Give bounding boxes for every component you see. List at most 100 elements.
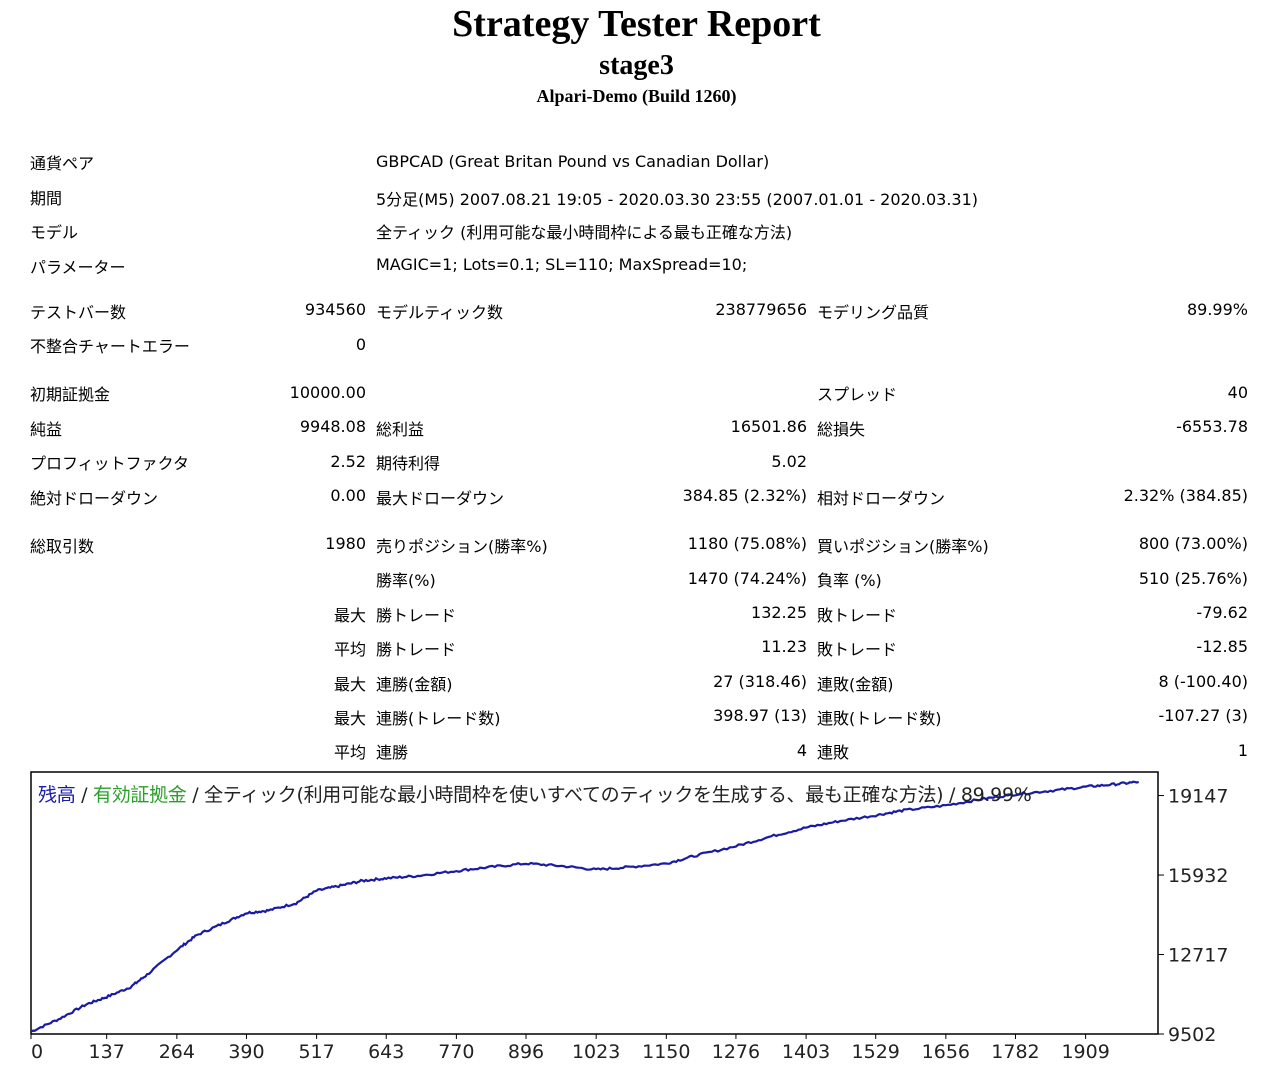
x-tick-label: 1023	[572, 1041, 620, 1063]
stat-value-loss-rate: 510 (25.76%)	[1138, 569, 1248, 588]
stat-value-bars: 934560	[304, 300, 366, 319]
stat-label-max-drawdown: 最大ドローダウン	[376, 489, 505, 508]
stat-value-net-profit: 9948.08	[299, 417, 366, 436]
chart-plot-area	[30, 771, 1159, 1035]
stat-value-average-consecutive-wins: 4	[796, 741, 807, 760]
stat-value-quality: 89.99%	[1186, 300, 1248, 319]
stat-prefix-average: 平均	[333, 640, 366, 659]
stat-label-profit-factor: プロフィットファクタ	[30, 454, 190, 473]
info-label-model: モデル	[30, 223, 79, 242]
stat-value-max-drawdown: 384.85 (2.32%)	[682, 486, 807, 505]
stat-label-expected-payoff: 期待利得	[376, 454, 441, 473]
stat-label-average-consecutive-losses: 連敗	[817, 743, 850, 762]
x-tick-label: 770	[438, 1041, 474, 1063]
report-title: Strategy Tester Report	[452, 3, 821, 45]
balance-series-line	[30, 780, 1140, 1033]
stat-value-gross-profit: 16501.86	[730, 417, 807, 436]
info-value-symbol: GBPCAD (Great Britan Pound vs Canadian D…	[376, 152, 770, 171]
stat-label-quality: モデリング品質	[817, 303, 930, 322]
x-tick-label: 1276	[712, 1041, 760, 1063]
stat-label-mismatch: 不整合チャートエラー	[30, 337, 190, 356]
stat-value-ticks: 238779656	[715, 300, 807, 319]
stat-label-gross-loss: 総損失	[817, 420, 866, 439]
stat-value-win-rate: 1470 (74.24%)	[687, 569, 807, 588]
stat-label-average-win: 勝トレード	[376, 640, 457, 659]
info-label-symbol: 通貨ペア	[30, 154, 95, 173]
stat-label-consecutive-wins-money: 連勝(金額)	[376, 675, 453, 694]
stat-label-win-rate: 勝率(%)	[376, 571, 436, 590]
info-label-period: 期間	[30, 189, 63, 208]
x-tick-label: 1656	[922, 1041, 970, 1063]
server-build: Alpari-Demo (Build 1260)	[536, 86, 737, 106]
stat-value-spread: 40	[1227, 383, 1248, 402]
stat-value-profit-factor: 2.52	[330, 452, 366, 471]
stat-value-average-win: 11.23	[761, 637, 807, 656]
stat-label-average-loss: 敗トレード	[817, 640, 898, 659]
stat-prefix-largest: 最大	[333, 606, 366, 625]
stat-label-average-consecutive-wins: 連勝	[376, 743, 409, 762]
stat-value-gross-loss: -6553.78	[1176, 417, 1248, 436]
stat-label-bars: テストバー数	[30, 303, 127, 322]
x-axis: 0 137 264 390 517 643 770 896 1023 1150 1276 1403 15…	[30, 1034, 1110, 1063]
balance-chart: 0 137 264 390 517 643 770 896 1023 1150 1276 1403 15…	[0, 760, 1273, 1079]
balance-chart-svg: 0 137 264 390 517 643 770 896 1023 1150 1276 1403 15…	[30, 771, 1228, 1063]
x-tick-label: 390	[228, 1041, 264, 1063]
stat-value-relative-drawdown: 2.32% (384.85)	[1123, 486, 1248, 505]
stat-value-long-positions: 800 (73.00%)	[1138, 534, 1248, 553]
x-tick-label: 1909	[1061, 1041, 1109, 1063]
stat-value-consecutive-wins-money: 27 (318.46)	[713, 672, 807, 691]
x-tick-label: 896	[508, 1041, 544, 1063]
stat-label-consecutive-losses-money: 連敗(金額)	[817, 675, 894, 694]
stat-value-largest-win: 132.25	[751, 603, 807, 622]
x-tick-label: 1150	[642, 1041, 690, 1063]
stat-label-deposit: 初期証拠金	[30, 385, 111, 404]
stat-label-ticks: モデルティック数	[376, 303, 504, 322]
stat-label-gross-profit: 総利益	[376, 420, 425, 439]
stat-label-short-positions: 売りポジション(勝率%)	[376, 537, 548, 556]
stat-label-spread: スプレッド	[817, 385, 898, 404]
stat-value-expected-payoff: 5.02	[771, 452, 807, 471]
stat-label-largest-loss: 敗トレード	[817, 606, 898, 625]
x-tick-label: 517	[298, 1041, 334, 1063]
stat-label-consecutive-losses-count: 連敗(トレード数)	[817, 709, 942, 728]
stat-prefix-max-consecutive-count: 最大	[333, 709, 366, 728]
x-tick-label: 1529	[852, 1041, 900, 1063]
stat-value-absolute-drawdown: 0.00	[330, 486, 366, 505]
stat-value-mismatch: 0	[355, 335, 366, 354]
stat-label-total-trades: 総取引数	[30, 537, 95, 556]
legend-balance: 残高	[38, 784, 76, 806]
legend-separator: /	[75, 784, 93, 806]
info-value-parameters: MAGIC=1; Lots=0.1; SL=110; MaxSpread=10;	[376, 255, 748, 274]
stat-label-consecutive-wins-count: 連勝(トレード数)	[376, 709, 501, 728]
y-tick-label: 15932	[1168, 865, 1228, 887]
stat-value-largest-loss: -79.62	[1196, 603, 1248, 622]
y-axis: 9502 12717 15932 19147	[1158, 786, 1228, 1046]
stat-value-consecutive-losses-count: -107.27 (3)	[1158, 706, 1248, 725]
stat-label-largest-win: 勝トレード	[376, 606, 457, 625]
y-tick-label: 9502	[1168, 1024, 1216, 1046]
stat-value-short-positions: 1180 (75.08%)	[687, 534, 807, 553]
x-tick-label: 1782	[991, 1041, 1039, 1063]
stat-prefix-max-consecutive-money: 最大	[333, 675, 366, 694]
stat-label-long-positions: 買いポジション(勝率%)	[817, 537, 989, 556]
stat-value-average-consecutive-losses: 1	[1237, 741, 1248, 760]
report-subtitle: stage3	[599, 50, 674, 81]
x-tick-label: 137	[89, 1041, 125, 1063]
x-tick-label: 643	[368, 1041, 404, 1063]
stat-value-total-trades: 1980	[325, 534, 366, 553]
info-value-model: 全ティック (利用可能な最小時間枠による最も正確な方法)	[376, 223, 793, 242]
stat-value-consecutive-losses-money: 8 (-100.40)	[1158, 672, 1248, 691]
stat-label-absolute-drawdown: 絶対ドローダウン	[30, 489, 159, 508]
stat-label-loss-rate: 負率 (%)	[817, 571, 882, 590]
stat-value-consecutive-wins-count: 398.97 (13)	[713, 706, 807, 725]
legend-model-description: / 全ティック(利用可能な最小時間枠を使いすべてのティックを生成する、最も正確な…	[186, 784, 1032, 806]
stat-value-deposit: 10000.00	[289, 383, 366, 402]
stat-label-net-profit: 純益	[30, 420, 63, 439]
info-label-parameters: パラメーター	[30, 258, 126, 277]
legend-equity: 有効証拠金	[93, 784, 187, 806]
x-tick-label: 1403	[782, 1041, 830, 1063]
y-tick-label: 19147	[1168, 786, 1228, 808]
x-tick-label: 264	[159, 1041, 195, 1063]
y-tick-label: 12717	[1168, 945, 1228, 967]
stat-value-average-loss: -12.85	[1196, 637, 1248, 656]
